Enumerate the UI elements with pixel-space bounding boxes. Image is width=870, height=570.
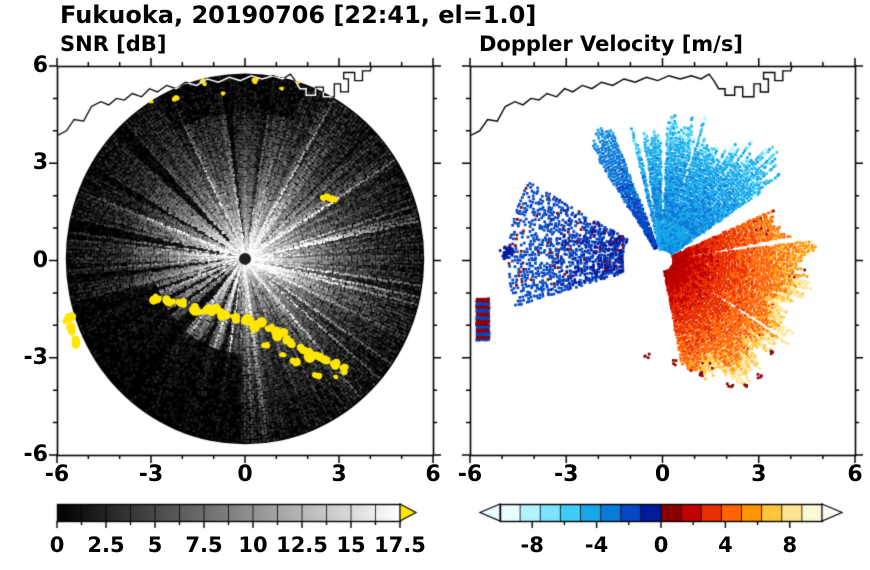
velocity-colorbar-label: 4 — [718, 533, 733, 557]
snr-colorbar-label: 10 — [238, 533, 268, 557]
panel-title-velocity: Doppler Velocity [m/s] — [479, 32, 743, 56]
x-tick-label-snr: 3 — [331, 462, 347, 487]
snr-colorbar-label: 17.5 — [374, 533, 426, 557]
x-tick-label-snr: -6 — [44, 462, 70, 487]
snr-colorbar-label: 12.5 — [276, 533, 328, 557]
x-tick-label-velocity: 3 — [751, 462, 767, 487]
y-tick-label-snr: 3 — [32, 150, 48, 176]
figure-title: Fukuoka, 20190706 [22:41, el=1.0] — [60, 1, 537, 29]
snr-colorbar-label: 5 — [147, 533, 163, 557]
x-tick-label-snr: 6 — [425, 462, 441, 487]
y-tick-label-snr: -6 — [23, 442, 48, 467]
y-tick-label-snr: 6 — [32, 53, 48, 78]
snr-colorbar-label: 15 — [336, 533, 366, 557]
velocity-colorbar-label: -4 — [584, 533, 609, 557]
x-tick-label-velocity: 0 — [654, 462, 671, 487]
y-tick-label-snr: -3 — [23, 344, 48, 370]
velocity-colorbar-label: 8 — [782, 533, 798, 557]
x-tick-label-velocity: -3 — [554, 462, 579, 487]
x-tick-label-snr: 0 — [237, 462, 253, 487]
x-tick-label-velocity: -6 — [457, 462, 483, 487]
snr-colorbar-label: 7.5 — [185, 533, 223, 557]
panel-title-snr: SNR [dB] — [60, 32, 167, 56]
x-tick-label-snr: -3 — [138, 462, 164, 487]
y-tick-label-snr: 0 — [32, 247, 48, 273]
x-tick-label-velocity: 6 — [847, 462, 863, 487]
velocity-colorbar-label: 0 — [653, 533, 669, 557]
snr-colorbar-label: 2.5 — [87, 533, 125, 557]
velocity-colorbar-label: -8 — [520, 533, 544, 557]
snr-colorbar-label: 0 — [49, 533, 65, 557]
